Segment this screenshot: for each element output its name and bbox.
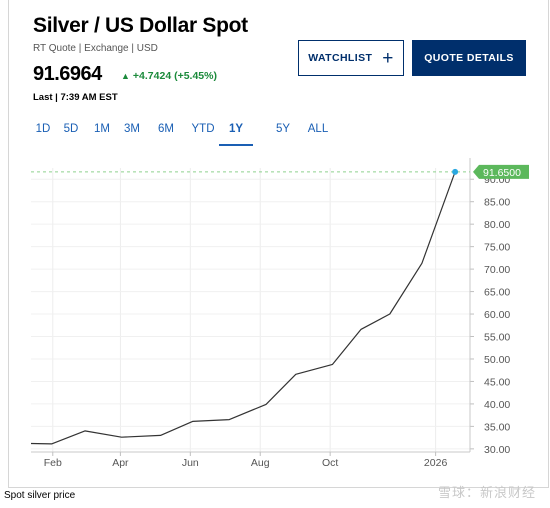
- tab-1m[interactable]: 1M: [94, 123, 110, 135]
- watchlist-button-label: WATCHLIST: [308, 52, 373, 64]
- last-update-time: Last | 7:39 AM EST: [33, 92, 118, 103]
- tab-3m[interactable]: 3M: [124, 123, 140, 135]
- page-title: Silver / US Dollar Spot: [33, 14, 248, 37]
- x-tick-label: 2026: [424, 457, 448, 469]
- x-tick-label: Oct: [322, 457, 338, 469]
- quote-details-button[interactable]: QUOTE DETAILS: [412, 40, 526, 76]
- up-arrow-icon: ▲: [121, 71, 130, 81]
- plus-icon: +: [382, 47, 394, 69]
- y-tick-label: 65.00: [484, 287, 510, 299]
- price-chart: 30.00 35.00 40.00 45.00 50.00 55.00 60.00 65.00…: [30, 158, 529, 469]
- price-line: [30, 171, 456, 445]
- y-tick-label: 35.00: [484, 421, 510, 433]
- quote-source-subtitle: RT Quote | Exchange | USD: [33, 43, 158, 54]
- price-change: ▲ +4.7424 (+5.45%): [121, 70, 217, 82]
- x-tick-label: Aug: [251, 457, 270, 469]
- watchlist-button[interactable]: WATCHLIST +: [298, 40, 404, 76]
- y-tick-label: 45.00: [484, 376, 510, 388]
- y-tick-label: 60.00: [484, 309, 510, 321]
- last-price-marker: [452, 168, 459, 175]
- y-tick-label: 75.00: [484, 242, 510, 254]
- tab-ytd[interactable]: YTD: [191, 123, 215, 135]
- tab-1d[interactable]: 1D: [35, 123, 51, 135]
- quote-card: Silver / US Dollar Spot RT Quote | Excha…: [8, 0, 549, 488]
- y-tick-label: 40.00: [484, 399, 510, 411]
- tab-5d[interactable]: 5D: [63, 123, 79, 135]
- last-price: 91.6964: [33, 63, 102, 85]
- last-price-tag: [473, 164, 529, 179]
- x-tick-label: Apr: [112, 457, 129, 469]
- x-tick-label: Feb: [44, 457, 62, 469]
- y-tick-label: 30.00: [484, 444, 510, 456]
- y-tick-label: 70.00: [484, 264, 510, 276]
- x-tick-label: Jun: [182, 457, 199, 469]
- watermark: 雪球：新浪财经: [437, 485, 536, 500]
- quote-details-button-label: QUOTE DETAILS: [424, 52, 514, 64]
- y-tick-label: 80.00: [484, 219, 510, 231]
- y-tick-label: 85.00: [484, 197, 510, 209]
- y-tick-label: 55.00: [484, 332, 510, 344]
- figure-caption: Spot silver price: [4, 490, 76, 501]
- tab-1y[interactable]: 1Y: [219, 120, 253, 146]
- tab-all[interactable]: ALL: [307, 123, 329, 135]
- last-price-tag-label: 91.6500: [483, 167, 521, 179]
- tab-5y[interactable]: 5Y: [275, 123, 291, 135]
- price-change-value: +4.7424 (+5.45%): [132, 70, 217, 82]
- y-tick-label: 50.00: [484, 354, 510, 366]
- tab-6m[interactable]: 6M: [158, 123, 174, 135]
